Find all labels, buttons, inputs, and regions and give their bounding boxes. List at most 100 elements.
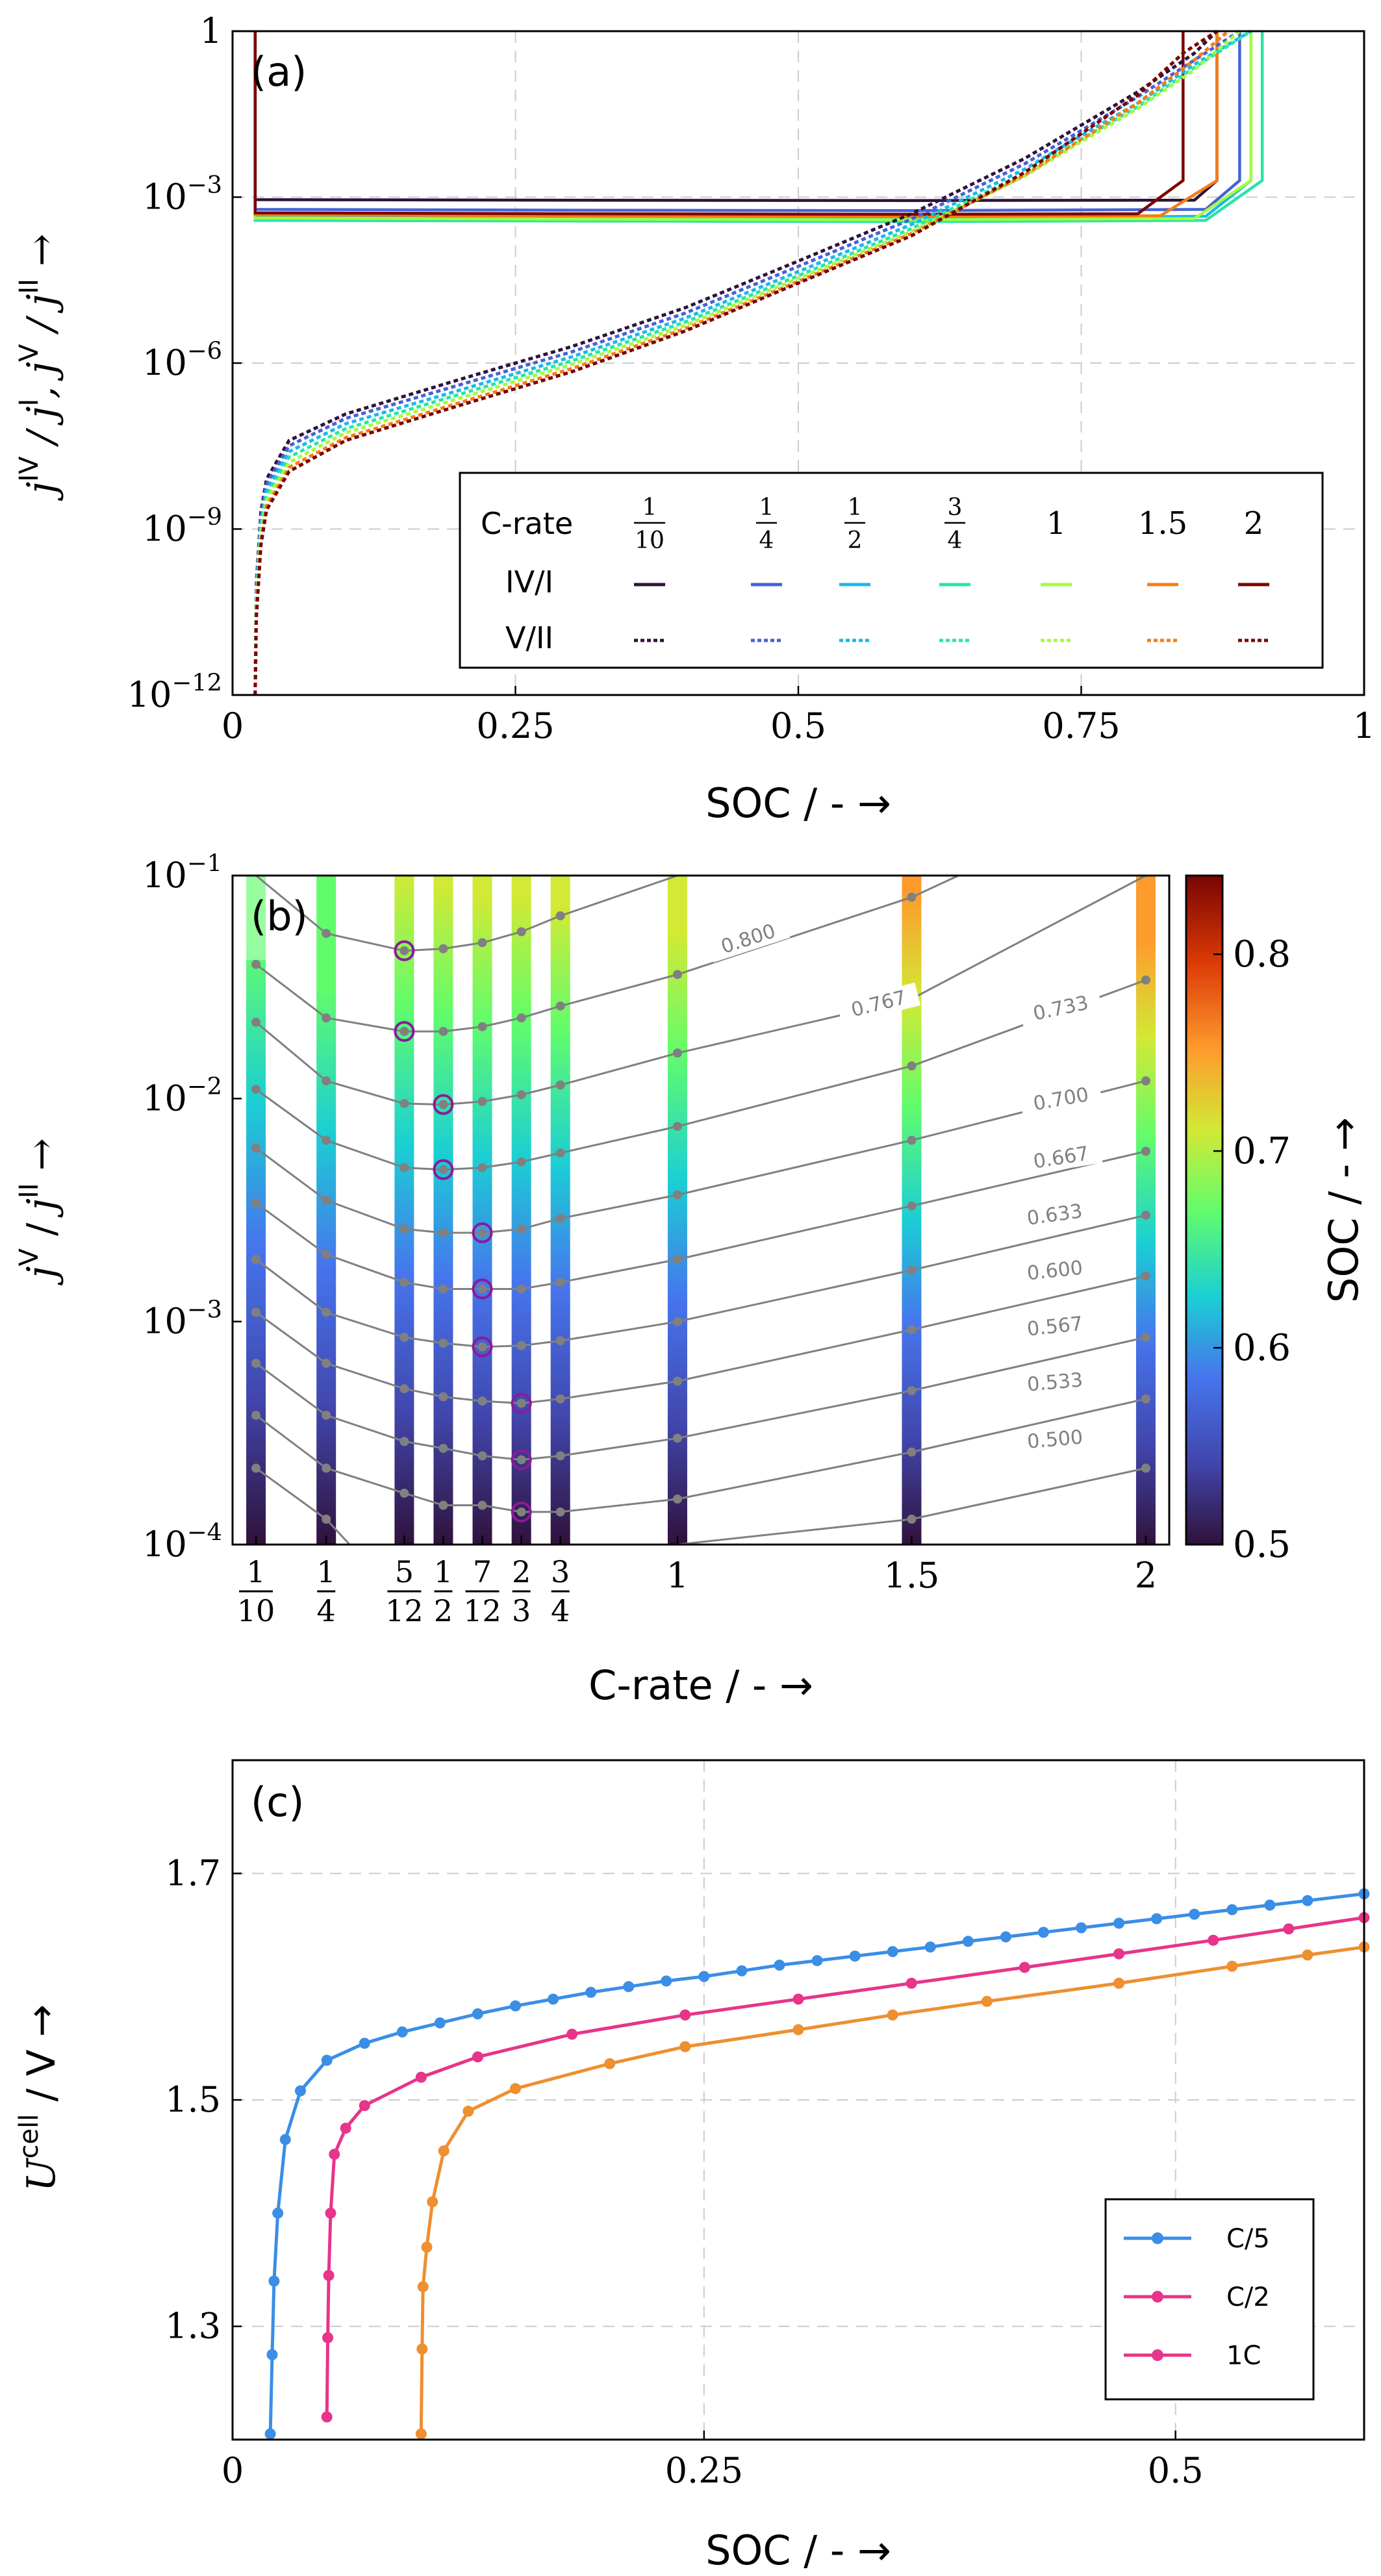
data-point xyxy=(585,1986,597,1998)
contour-point xyxy=(322,1514,331,1524)
x-tick-numerator: 1 xyxy=(317,1554,336,1589)
data-point xyxy=(1208,1934,1219,1946)
contour-point xyxy=(322,1410,331,1420)
contour-point xyxy=(555,1278,565,1287)
x-tick-label: 1 xyxy=(666,1555,689,1596)
heatmap-column xyxy=(667,876,687,1545)
data-point xyxy=(359,2038,370,2049)
series-line-v-ii-2 xyxy=(253,29,1218,696)
x-tick-label: 1.5 xyxy=(884,1555,940,1596)
colorbar: 0.5 0.6 0.7 0.8 SOC / - → xyxy=(1185,874,1367,1566)
contour-label: 0.667 xyxy=(1032,1143,1090,1174)
contour-point xyxy=(251,1307,261,1317)
svg-text:Ucell / V →: Ucell / V → xyxy=(14,2004,64,2191)
data-point xyxy=(1113,1917,1125,1929)
y-tick-label: 1 xyxy=(200,10,222,51)
x-tick-label: 2 xyxy=(1135,1555,1157,1596)
contour-point xyxy=(907,892,917,902)
y-tick-label: 1.3 xyxy=(165,2306,221,2347)
y-tick-label: 10−3 xyxy=(142,1295,222,1341)
x-tick-numerator: 1 xyxy=(246,1554,265,1589)
series-line-iv-i-3-4 xyxy=(253,31,1264,223)
contour-point xyxy=(399,1437,409,1446)
contour-point xyxy=(477,1500,487,1510)
x-tick-label: 0.5 xyxy=(1148,2450,1204,2491)
data-point xyxy=(1226,1904,1238,1915)
heatmap-column xyxy=(316,876,336,1545)
data-point xyxy=(1113,1977,1125,1989)
contour-point xyxy=(672,1433,682,1443)
contour-line xyxy=(255,979,1147,1171)
data-point xyxy=(981,1995,993,2007)
x-tick-label: 0.5 xyxy=(770,705,826,746)
contour-line xyxy=(255,876,680,952)
x-tick-denominator: 3 xyxy=(512,1593,531,1628)
data-point xyxy=(416,2343,428,2355)
contours-b: 0.800 0.767 0.733 0.700 0.667 0.633 0.600 0.567… xyxy=(251,876,1150,1545)
x-tick-numerator: 2 xyxy=(512,1554,531,1589)
y-tick-label: 10−1 xyxy=(142,850,222,896)
x-tick-label: 1 xyxy=(1353,705,1375,746)
contour-point xyxy=(555,1001,565,1011)
contour-line xyxy=(255,876,959,1033)
contour-label-bg xyxy=(1013,1310,1096,1343)
data-point xyxy=(623,1981,635,1993)
contour-point xyxy=(477,938,487,948)
contour-point xyxy=(251,1017,261,1027)
contour-point xyxy=(1141,1076,1150,1086)
x-tick-numerator: 1 xyxy=(434,1554,453,1589)
contour-point xyxy=(438,1228,448,1238)
x-tick-label: 0 xyxy=(222,2450,244,2491)
svg-text:4: 4 xyxy=(759,527,774,554)
contour-point xyxy=(907,1135,917,1145)
svg-text:1: 1 xyxy=(759,494,774,521)
column-highlight xyxy=(246,876,266,960)
data-point xyxy=(438,2145,450,2156)
legend-a-rate-5: 1.5 xyxy=(1138,505,1187,542)
contour-point xyxy=(438,1500,448,1510)
data-point xyxy=(1019,1962,1030,1973)
contour-point xyxy=(251,1254,261,1264)
contour-point xyxy=(516,1013,526,1023)
contour-label-bg xyxy=(1013,1254,1096,1287)
minimum-marker xyxy=(433,1094,454,1115)
data-point xyxy=(359,2100,370,2112)
heatmap-column xyxy=(550,876,570,1545)
contour-point xyxy=(438,1284,448,1294)
panel-a: 0 0.25 0.5 0.75 1 10−12 10−9 10−6 10−3 1 (a) C-ra… xyxy=(14,10,1375,827)
contour-point xyxy=(399,1224,409,1234)
data-point xyxy=(1302,1949,1313,1961)
contour-point xyxy=(555,1394,565,1404)
contour-line xyxy=(255,1467,1147,1545)
data-point xyxy=(417,2281,429,2293)
contour-label: 0.633 xyxy=(1026,1200,1084,1230)
data-point xyxy=(1151,1913,1163,1925)
contour-line xyxy=(255,1275,1147,1405)
contour-label-bg xyxy=(706,915,791,963)
contour-point xyxy=(516,1507,526,1517)
data-point xyxy=(811,1955,823,1967)
x-tick-denominator: 4 xyxy=(551,1593,570,1628)
data-point xyxy=(266,2349,278,2360)
contour-point xyxy=(516,927,526,937)
contour-point xyxy=(477,1022,487,1031)
x-tick-label: 0 xyxy=(222,705,244,746)
contour-point xyxy=(907,1514,917,1524)
contour-point xyxy=(907,1447,917,1457)
contour-point xyxy=(399,1026,409,1036)
axes-frame-b xyxy=(231,874,1171,1546)
contour-point xyxy=(516,1157,526,1167)
svg-text:10: 10 xyxy=(635,527,665,554)
data-point xyxy=(1302,1895,1313,1906)
minimum-marker xyxy=(394,1020,415,1042)
legend-a-rate-3: 3 4 xyxy=(944,494,965,554)
contour-point xyxy=(322,1013,331,1023)
contour-point xyxy=(555,1451,565,1461)
contour-point xyxy=(1141,1271,1150,1281)
contour-point xyxy=(907,1386,917,1396)
data-point xyxy=(774,1960,785,1971)
y-tick-label: 10−2 xyxy=(142,1072,222,1118)
contour-point xyxy=(477,1451,487,1461)
contour-point xyxy=(322,929,331,939)
